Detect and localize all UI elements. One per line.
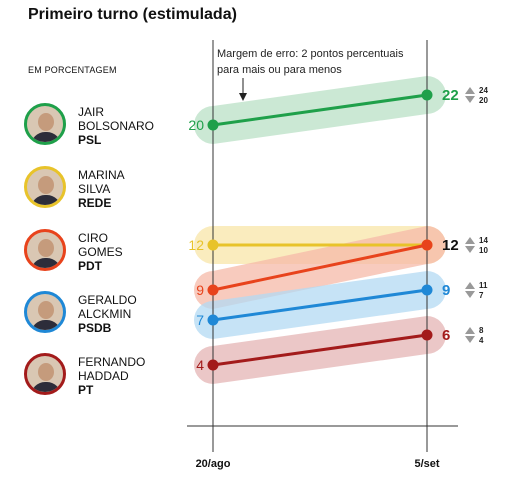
value-label-end: 9 xyxy=(442,282,450,299)
candidate-first-name: CIRO xyxy=(78,231,108,245)
series-line-alckmin xyxy=(212,288,428,322)
range-up-icon xyxy=(465,87,475,94)
candidate-party: REDE xyxy=(78,196,112,210)
range-high-label: 11 xyxy=(479,281,488,290)
point-start xyxy=(207,239,219,251)
range-up-icon xyxy=(465,282,475,289)
candidate-first-name: GERALDO xyxy=(78,293,137,307)
x-tick-label: 20/ago xyxy=(196,458,231,470)
range-down-icon xyxy=(465,246,475,253)
range-down-icon xyxy=(465,291,475,298)
margin-note-line1: Margem de erro: 2 pontos percentuais xyxy=(217,48,404,60)
candidate-party: PDT xyxy=(78,259,102,273)
value-label-start: 20 xyxy=(188,117,204,133)
value-label-end: 12 xyxy=(442,237,459,254)
point-start xyxy=(207,284,219,296)
avatar xyxy=(24,229,66,271)
avatar xyxy=(24,353,66,395)
value-label-end: 6 xyxy=(442,327,450,344)
point-end xyxy=(421,284,433,296)
point-end xyxy=(421,89,433,101)
candidate-first-name: FERNANDO xyxy=(78,355,146,369)
range-low-label: 20 xyxy=(479,96,488,105)
series-line-bolsonaro xyxy=(212,93,428,127)
point-start xyxy=(207,314,219,326)
point-end xyxy=(421,239,433,251)
value-label-start: 7 xyxy=(196,312,204,328)
chart-title: Primeiro turno (estimulada) xyxy=(28,6,237,23)
range-high-label: 14 xyxy=(479,236,488,245)
candidate-last-name: ALCKMIN xyxy=(78,307,132,321)
value-label-start: 4 xyxy=(196,357,204,373)
range-down-icon xyxy=(465,336,475,343)
range-up-icon xyxy=(465,327,475,334)
series-line-ciro xyxy=(212,243,428,292)
candidate-party: PSDB xyxy=(78,321,112,335)
range-low-label: 4 xyxy=(479,336,484,345)
candidate-party: PT xyxy=(78,383,94,397)
range-up-icon xyxy=(465,237,475,244)
series-line-haddad xyxy=(212,333,428,367)
range-low-label: 7 xyxy=(479,291,484,300)
range-high-label: 8 xyxy=(479,326,484,335)
value-label-end: 22 xyxy=(442,87,459,104)
value-label-start: 12 xyxy=(188,237,204,253)
candidate-party: PSL xyxy=(78,133,102,147)
candidate-first-name: JAIR xyxy=(78,105,105,119)
avatar xyxy=(24,103,66,145)
range-high-label: 24 xyxy=(479,86,488,95)
point-end xyxy=(421,329,433,341)
point-start xyxy=(207,119,219,131)
point-start xyxy=(207,359,219,371)
candidate-first-name: MARINA xyxy=(78,168,125,182)
candidate-last-name: SILVA xyxy=(78,182,111,196)
range-down-icon xyxy=(465,96,475,103)
candidate-last-name: GOMES xyxy=(78,245,123,259)
range-low-label: 10 xyxy=(479,246,488,255)
margin-note-line2: para mais ou para menos xyxy=(217,64,342,76)
avatar xyxy=(24,166,66,208)
candidate-last-name: HADDAD xyxy=(78,369,129,383)
x-tick-label: 5/set xyxy=(414,458,439,470)
avatar xyxy=(24,291,66,333)
value-label-start: 9 xyxy=(196,282,204,298)
candidate-last-name: BOLSONARO xyxy=(78,119,155,133)
chart-subtitle: EM PORCENTAGEM xyxy=(28,65,117,75)
annotation-arrow-icon xyxy=(239,93,247,101)
